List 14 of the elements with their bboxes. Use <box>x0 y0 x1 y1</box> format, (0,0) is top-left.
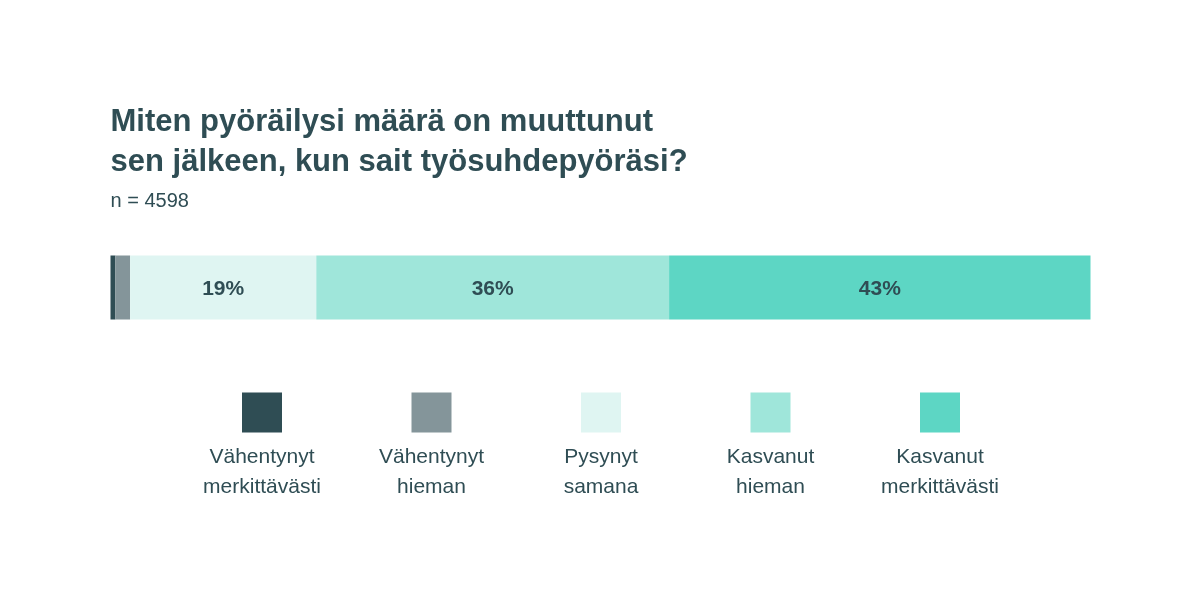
bar <box>115 255 131 320</box>
legend-label: Pysynyt samana <box>563 444 639 497</box>
bar <box>316 255 670 320</box>
data-label: 43% <box>858 276 902 299</box>
chart-subtitle: n = 4598 <box>110 188 189 211</box>
legend-label: Kasvanut merkittävästi <box>881 444 999 497</box>
bar <box>130 255 317 320</box>
data-label: 36% <box>471 276 515 299</box>
legend-label: Vähentynyt hieman <box>378 444 485 497</box>
legend-label: Vähentynyt merkittävästi <box>203 444 321 497</box>
legend-label: Kasvanut hieman <box>726 444 815 497</box>
data-label: 19% <box>202 276 245 299</box>
chart-title: Miten pyöräilysi määrä on muuttunut sen jälkeen, kun sait työsuhdepyöräsi? <box>110 102 688 178</box>
bar <box>669 255 1091 320</box>
